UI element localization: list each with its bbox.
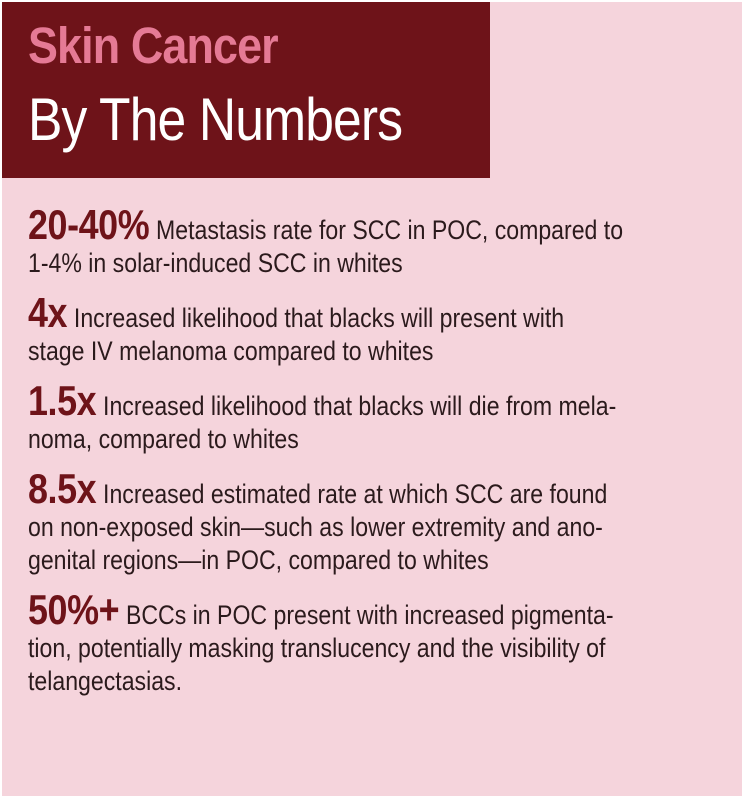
stat-item-stage-iv-likelihood: 4x Increased likelihood that blacks will … <box>28 292 712 368</box>
stat-item-non-exposed-scc-rate: 8.5x Increased estimated rate at which SC… <box>28 468 712 577</box>
header-banner: Skin Cancer By The Numbers <box>2 2 490 178</box>
stat-description-line: genital regions—in POC, compared to whit… <box>28 545 489 575</box>
stats-list: 20-40% Metastasis rate for SCC in POC, co… <box>28 204 712 714</box>
stat-description-line: stage IV melanoma compared to whites <box>28 336 434 366</box>
stat-description-line: 1-4% in solar-induced SCC in whites <box>28 248 403 278</box>
title: Skin Cancer <box>28 17 279 74</box>
stat-description-line: tion, potentially masking translucency a… <box>28 633 606 663</box>
stat-description-line: Increased likelihood that blacks will pr… <box>73 303 565 333</box>
stat-description-line: Increased likelihood that blacks will di… <box>103 391 617 421</box>
stat-value: 4x <box>28 289 68 336</box>
stat-value: 1.5x <box>28 377 97 424</box>
stat-value: 20-40% <box>28 201 150 248</box>
stat-item-bcc-pigmentation: 50%+ BCCs in POC present with increased p… <box>28 589 712 698</box>
stat-item-metastasis-rate: 20-40% Metastasis rate for SCC in POC, co… <box>28 204 712 280</box>
stat-description-line: Metastasis rate for SCC in POC, compared… <box>156 215 624 245</box>
stat-value: 8.5x <box>28 465 97 512</box>
stat-value: 50%+ <box>28 586 120 633</box>
stat-description-line: on non-exposed skin—such as lower extrem… <box>28 512 603 542</box>
stat-item-death-likelihood: 1.5x Increased likelihood that blacks wil… <box>28 380 712 456</box>
subtitle: By The Numbers <box>28 86 403 153</box>
stat-description-line: noma, compared to whites <box>28 424 299 454</box>
stat-description-line: BCCs in POC present with increased pigme… <box>125 600 614 630</box>
stat-description-line: telangectasias. <box>28 666 183 696</box>
stat-description-line: Increased estimated rate at which SCC ar… <box>103 479 608 509</box>
